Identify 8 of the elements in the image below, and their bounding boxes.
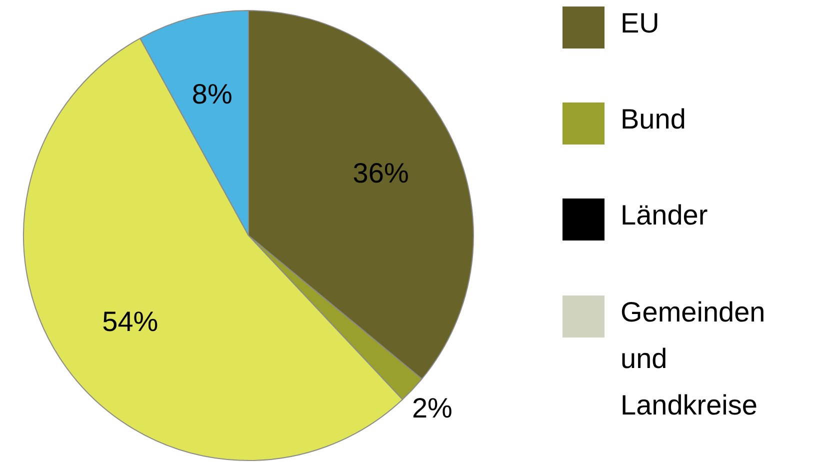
data-label: 36% [352,158,409,189]
legend-label: EU [620,8,660,38]
data-label: 8% [192,78,232,110]
data-label: 2% [412,392,452,424]
legend-label: Länder [620,200,708,230]
legend-label: Gemeinden und Landkreise [620,296,766,420]
legend-label: Bund [620,104,686,134]
data-label: 54% [102,306,158,337]
